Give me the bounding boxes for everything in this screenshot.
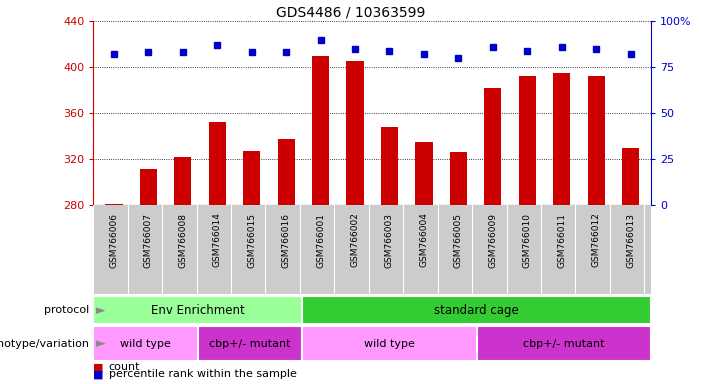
Bar [243,151,260,205]
Bar [553,73,571,205]
Bar [484,88,501,205]
Text: GSM766012: GSM766012 [592,212,601,267]
Text: GSM766006: GSM766006 [109,212,118,268]
Text: percentile rank within the sample: percentile rank within the sample [109,369,297,379]
Text: GSM766002: GSM766002 [350,212,360,267]
Bar [415,142,433,205]
Bar [622,148,639,205]
Bar [198,326,303,361]
Bar [139,169,157,205]
Text: ►: ► [92,304,105,316]
Bar [312,56,329,205]
Text: count: count [109,362,140,372]
Bar [346,61,364,205]
Bar [93,326,198,361]
Text: genotype/variation: genotype/variation [0,339,90,349]
Text: wild type: wild type [365,339,415,349]
Bar [105,204,123,205]
Text: ■: ■ [93,362,104,372]
Text: cbp+/- mutant: cbp+/- mutant [210,339,291,349]
Text: GDS4486 / 10363599: GDS4486 / 10363599 [275,6,426,20]
Text: GSM766016: GSM766016 [282,212,291,268]
Bar [93,296,303,324]
Text: GSM766015: GSM766015 [247,212,256,268]
Bar [303,296,651,324]
Bar [477,326,651,361]
Text: standard cage: standard cage [435,304,519,316]
Text: GSM766001: GSM766001 [316,212,325,268]
Text: GSM766014: GSM766014 [212,212,222,267]
Bar [303,326,477,361]
Text: GSM766009: GSM766009 [489,212,497,268]
Text: GSM766005: GSM766005 [454,212,463,268]
Text: GSM766004: GSM766004 [419,212,428,267]
Text: cbp+/- mutant: cbp+/- mutant [523,339,605,349]
Text: GSM766008: GSM766008 [178,212,187,268]
Bar [450,152,467,205]
Text: protocol: protocol [44,305,90,315]
Text: wild type: wild type [120,339,171,349]
Text: ■: ■ [93,369,104,379]
Text: GSM766010: GSM766010 [523,212,532,268]
Text: GSM766003: GSM766003 [385,212,394,268]
Text: Env Enrichment: Env Enrichment [151,304,245,316]
Bar [519,76,536,205]
Bar [587,76,605,205]
Bar [209,122,226,205]
Bar [381,127,398,205]
Text: ►: ► [92,337,105,350]
Bar [278,139,294,205]
Text: GSM766007: GSM766007 [144,212,153,268]
Text: GSM766013: GSM766013 [626,212,635,268]
Text: GSM766011: GSM766011 [557,212,566,268]
Bar [174,157,191,205]
